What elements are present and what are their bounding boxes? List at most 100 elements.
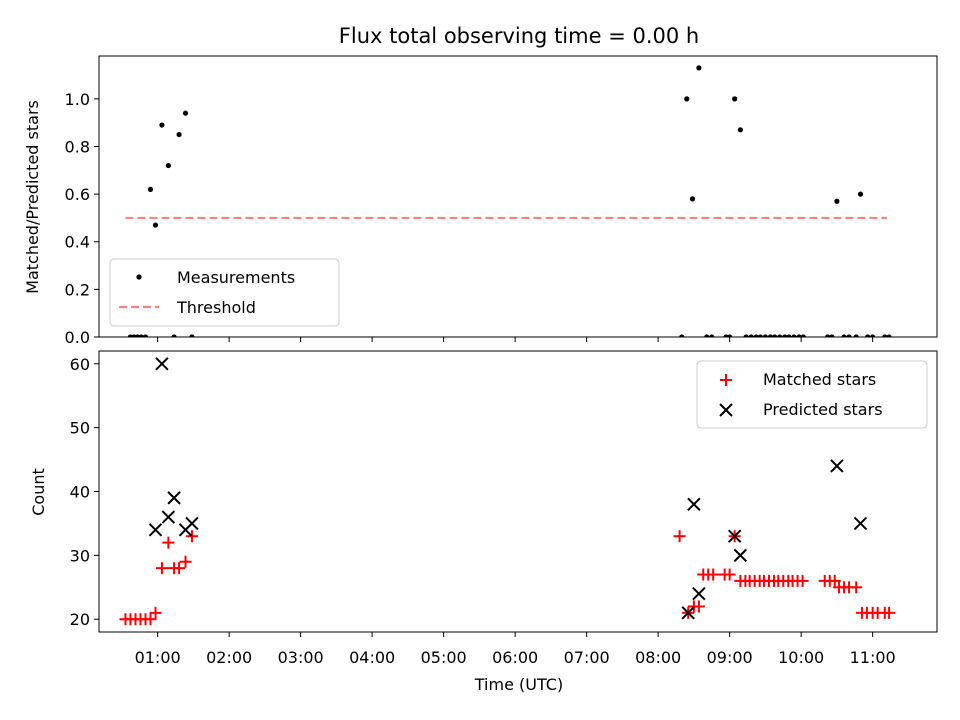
bottom-y-tick-label: 60 bbox=[70, 355, 90, 374]
legend-predicted-marker bbox=[719, 403, 733, 417]
point-matched-stars bbox=[179, 555, 192, 568]
point-measurements bbox=[757, 334, 763, 337]
point-predicted-stars bbox=[727, 529, 742, 543]
point-predicted-stars bbox=[681, 606, 695, 620]
point-matched-stars bbox=[707, 568, 720, 581]
x-b bbox=[853, 516, 868, 531]
point-measurements bbox=[796, 334, 802, 337]
x-tick-label: 03:00 bbox=[278, 648, 324, 667]
point-predicted-stars bbox=[687, 497, 701, 511]
point-matched-stars bbox=[723, 568, 736, 581]
x-tick-label: 07:00 bbox=[564, 648, 610, 667]
x-tick-label: 10:00 bbox=[778, 648, 824, 667]
point-measurements bbox=[829, 334, 835, 337]
point-measurements bbox=[138, 334, 144, 337]
point-measurements bbox=[782, 334, 788, 337]
point-matched-stars bbox=[173, 562, 186, 575]
point-measurements bbox=[786, 334, 792, 337]
point-measurements bbox=[147, 186, 154, 192]
point-matched-stars bbox=[828, 574, 841, 587]
x-b bbox=[681, 606, 695, 620]
bottom-axes-frame bbox=[98, 350, 938, 633]
x-b bbox=[687, 497, 701, 511]
point-measurements bbox=[152, 222, 159, 228]
bottom-y-tick-label: 20 bbox=[70, 610, 90, 629]
x-b bbox=[185, 516, 199, 531]
point-predicted-stars bbox=[692, 586, 706, 601]
legend-measurements-marker bbox=[136, 274, 142, 280]
top-y-tick-label: 0.4 bbox=[65, 233, 90, 252]
point-measurements bbox=[709, 334, 715, 337]
x-b bbox=[161, 510, 176, 524]
top-y-tick-label: 1.0 bbox=[65, 90, 90, 109]
point-measurements bbox=[886, 334, 892, 337]
point-measurements bbox=[865, 334, 871, 337]
point-measurements bbox=[684, 96, 690, 102]
top-y-tick-label: 0.0 bbox=[65, 328, 90, 347]
point-matched-stars bbox=[796, 574, 809, 587]
point-matched-stars bbox=[692, 600, 705, 613]
bottom-y-tick-label: 50 bbox=[70, 419, 90, 438]
point-measurements bbox=[777, 334, 783, 337]
point-measurements bbox=[159, 122, 165, 128]
point-measurements bbox=[743, 334, 749, 337]
x-b bbox=[727, 529, 742, 543]
point-matched-stars bbox=[155, 562, 168, 575]
x-tick-label: 09:00 bbox=[707, 648, 753, 667]
bottom-panel: 20 30 40 50 60 01:00 02:00 03:00 04:00 05:00 06:00… bbox=[70, 350, 938, 667]
x-tick-label: 06:00 bbox=[492, 648, 538, 667]
point-measurements bbox=[767, 334, 774, 337]
point-measurements bbox=[772, 334, 778, 337]
bottom-y-axis-label: Count bbox=[29, 468, 48, 516]
legend-measurements-label: Measurements bbox=[177, 268, 295, 287]
bottom-y-tick-label: 30 bbox=[70, 546, 90, 565]
x-b bbox=[148, 523, 163, 537]
point-measurements bbox=[791, 334, 797, 337]
x-tick-label: 01:00 bbox=[135, 648, 181, 667]
x-b bbox=[733, 548, 748, 563]
top-y-tick-label: 0.8 bbox=[65, 137, 90, 156]
top-panel: 0.0 0.2 0.4 0.6 0.8 1.0 bbox=[65, 55, 938, 347]
point-measurements bbox=[800, 334, 806, 337]
point-matched-stars bbox=[162, 536, 175, 549]
top-y-tick-label: 0.6 bbox=[65, 185, 90, 204]
legend-matched-marker bbox=[720, 374, 732, 386]
point-predicted-stars bbox=[185, 516, 199, 531]
point-measurements bbox=[679, 334, 685, 337]
point-matched-stars bbox=[185, 530, 198, 543]
point-measurements bbox=[732, 96, 738, 102]
legend-predicted-label: Predicted stars bbox=[763, 400, 883, 419]
point-measurements bbox=[846, 334, 852, 337]
point-measurements bbox=[762, 334, 768, 337]
top-axes-frame bbox=[98, 55, 938, 338]
point-measurements bbox=[748, 334, 754, 337]
point-matched-stars bbox=[883, 606, 896, 619]
x-b bbox=[692, 586, 706, 601]
bottom-data-layer bbox=[119, 357, 896, 626]
point-measurements bbox=[727, 334, 733, 337]
point-measurements bbox=[165, 162, 171, 169]
point-matched-stars bbox=[850, 581, 863, 594]
x-b bbox=[830, 459, 844, 473]
legend-matched-label: Matched stars bbox=[763, 370, 876, 389]
point-measurements bbox=[841, 334, 847, 337]
bottom-y-tick-label: 40 bbox=[70, 483, 90, 502]
point-measurements bbox=[882, 334, 888, 337]
point-matched-stars bbox=[673, 530, 686, 543]
point-measurements bbox=[870, 334, 876, 337]
x-tick-label: 04:00 bbox=[349, 648, 395, 667]
legend-threshold-label: Threshold bbox=[176, 298, 256, 317]
x-tick-label: 08:00 bbox=[635, 648, 681, 667]
point-measurements bbox=[857, 191, 864, 197]
point-measurements bbox=[704, 334, 710, 337]
point-measurements bbox=[753, 334, 759, 337]
point-matched-stars bbox=[149, 606, 162, 619]
point-matched-stars bbox=[144, 613, 157, 626]
x-tick-label: 05:00 bbox=[421, 648, 467, 667]
point-measurements bbox=[142, 334, 149, 337]
point-predicted-stars bbox=[853, 516, 868, 531]
point-measurements bbox=[171, 334, 177, 337]
top-y-axis-label: Matched/Predicted stars bbox=[23, 100, 42, 294]
point-predicted-stars bbox=[155, 357, 169, 371]
